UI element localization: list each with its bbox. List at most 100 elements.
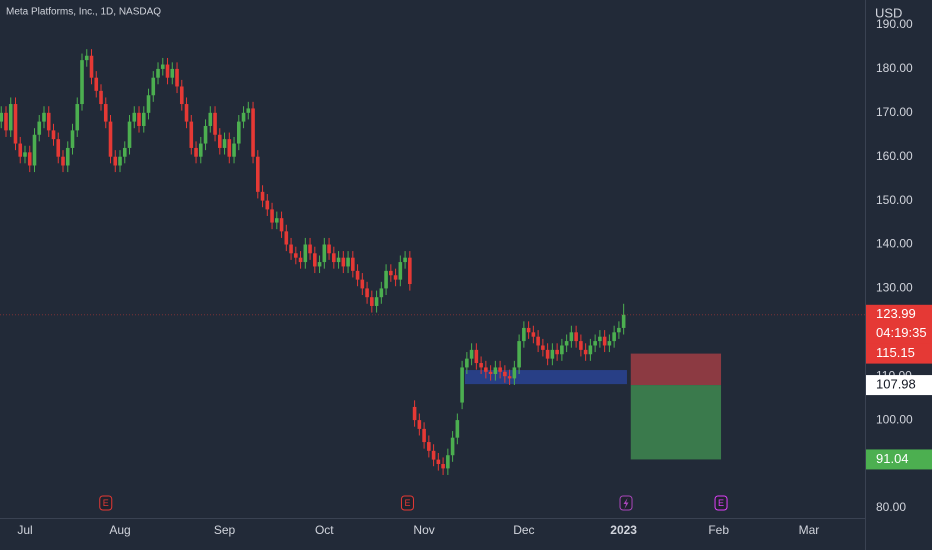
candle-body <box>255 156 260 192</box>
candle-body <box>27 152 32 166</box>
candle-body <box>560 345 564 355</box>
candle-body <box>531 332 536 337</box>
candle-body <box>275 218 279 223</box>
candle-body <box>13 104 18 144</box>
candle-body <box>75 104 80 131</box>
candle-body <box>317 262 322 267</box>
candle-body <box>265 200 270 210</box>
candle-body <box>522 327 526 342</box>
candle-body <box>446 455 450 469</box>
candle-body <box>564 341 569 346</box>
candle-body <box>545 349 550 359</box>
candle-body <box>308 244 312 254</box>
candle-body <box>118 156 122 166</box>
candle-body <box>179 86 184 105</box>
candle-body <box>70 130 75 148</box>
candle-body <box>503 371 507 377</box>
candle-body <box>389 270 393 276</box>
candle-body <box>493 367 498 375</box>
candle-body <box>526 327 531 333</box>
entry-price: 107.98 <box>876 377 916 392</box>
candle-body <box>184 104 189 122</box>
candle-body <box>460 367 464 403</box>
candle-body <box>236 121 241 144</box>
candle-body <box>80 60 84 105</box>
x-tick-label: Oct <box>315 523 334 537</box>
x-tick-label: Mar <box>799 523 820 537</box>
candle-body <box>612 332 616 342</box>
candle-body <box>0 112 4 122</box>
candle-body <box>84 55 89 61</box>
candle-body <box>574 332 578 342</box>
candle-body <box>189 121 194 148</box>
candle-body <box>607 341 612 346</box>
candle-body <box>351 257 355 271</box>
last-price: 123.99 <box>876 306 916 321</box>
candle-body <box>251 108 255 157</box>
candle-body <box>194 147 198 157</box>
candle-body <box>360 279 365 289</box>
candle-body <box>455 420 460 438</box>
candle-body <box>465 358 469 368</box>
candle-body <box>65 147 70 166</box>
y-tick-label: 190.00 <box>876 17 913 31</box>
y-tick-label: 160.00 <box>876 149 913 163</box>
candle-body <box>284 231 289 245</box>
candle-body <box>270 209 274 223</box>
candle-body <box>246 108 251 113</box>
candle-body <box>550 349 555 359</box>
candle-body <box>431 450 436 460</box>
y-tick-label: 180.00 <box>876 61 913 75</box>
y-tick-label: 100.00 <box>876 412 913 426</box>
candle-body <box>403 257 407 263</box>
candle-body <box>94 77 99 91</box>
candle-body <box>165 64 170 78</box>
stop-zone <box>630 353 722 386</box>
candle-body <box>436 459 441 465</box>
candle-body <box>422 428 426 443</box>
candle-body <box>122 147 127 157</box>
candle-body <box>227 139 232 157</box>
candle-body <box>113 156 118 166</box>
candle-body <box>260 191 265 201</box>
event-label: E <box>404 498 410 508</box>
candle-body <box>232 143 236 157</box>
candle-body <box>32 134 37 166</box>
candle-body <box>208 112 213 126</box>
y-tick-label: 170.00 <box>876 105 913 119</box>
candle-body <box>303 244 308 263</box>
candle-body <box>569 332 574 342</box>
candle-body <box>370 297 374 306</box>
candle-body <box>541 345 545 350</box>
candle-body <box>222 139 227 148</box>
candle-body <box>469 349 474 359</box>
candle-body <box>89 55 94 78</box>
entry-price-box <box>866 375 932 396</box>
candle-body <box>108 121 113 157</box>
x-tick-label: Nov <box>413 523 434 537</box>
candle-body <box>141 112 146 126</box>
candle-body <box>536 336 540 346</box>
candle-body <box>18 143 23 157</box>
candle-body <box>241 112 246 122</box>
countdown: 04:19:35 <box>876 325 927 340</box>
x-tick-label: Dec <box>513 523 534 537</box>
target-price-box <box>866 449 932 470</box>
candle-body <box>579 341 583 350</box>
candle-body <box>313 253 317 267</box>
candle-body <box>322 244 327 263</box>
candle-body <box>127 121 132 148</box>
candle-body <box>332 253 336 263</box>
candle-body <box>507 376 512 379</box>
candle-body <box>170 68 175 78</box>
candle-body <box>408 257 412 285</box>
candle-body <box>588 345 593 355</box>
candle-body <box>484 367 488 372</box>
candle-body <box>417 420 422 429</box>
x-tick-label: 2023 <box>610 523 637 537</box>
candle-body <box>61 156 65 166</box>
candle-body <box>8 104 13 131</box>
candle-body <box>289 244 293 254</box>
candle-body <box>213 112 217 135</box>
